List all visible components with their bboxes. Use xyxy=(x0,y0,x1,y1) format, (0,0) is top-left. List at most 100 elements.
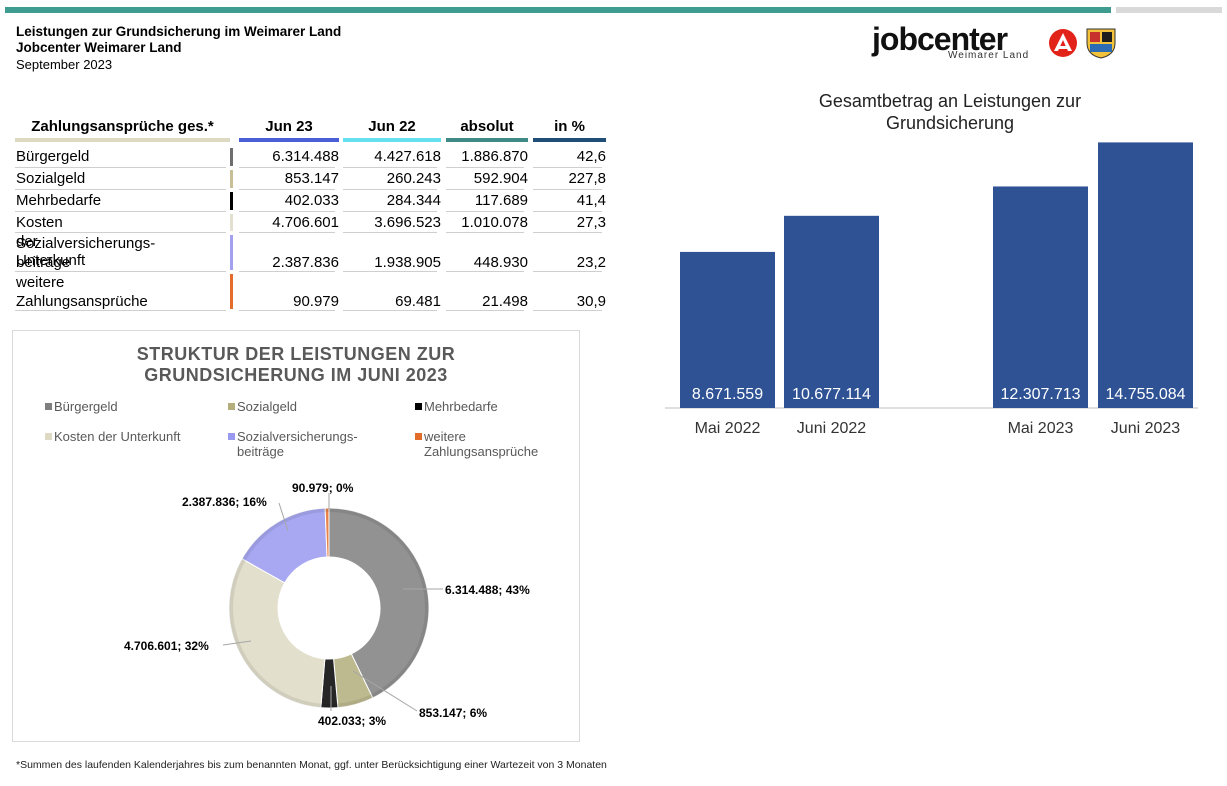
bar-value-label: 14.755.084 xyxy=(1105,386,1185,403)
row-divider xyxy=(343,211,437,212)
legend-label-line1: Sozialversicherungs- xyxy=(237,429,358,444)
table-row-label: Sozialversicherungs-beiträge xyxy=(16,234,155,272)
x-tick-label: Juni 2022 xyxy=(797,420,866,437)
row-divider xyxy=(533,167,602,168)
row-divider xyxy=(343,271,437,272)
bar-value-label: 10.677.114 xyxy=(792,386,871,403)
row-divider xyxy=(239,189,335,190)
table-cell-jun22: 1.938.905 xyxy=(374,254,441,271)
logo-wordmark: jobcenter xyxy=(872,21,1008,57)
row-color-marker xyxy=(230,192,233,210)
table-header-2: Jun 22 xyxy=(368,118,416,135)
table-cell-jun23: 402.033 xyxy=(284,192,339,209)
pie-data-label: 6.314.488; 43% xyxy=(445,583,530,597)
pie-leader-line xyxy=(352,670,418,712)
row-divider xyxy=(343,310,437,311)
footnote: *Summen des laufenden Kalenderjahres bis… xyxy=(16,759,607,771)
table-cell-pct: 27,3 xyxy=(576,214,606,231)
table-cell-absolut: 592.904 xyxy=(473,170,528,187)
row-label-line2: beiträge xyxy=(16,254,71,271)
row-divider xyxy=(446,211,524,212)
pie-leader-line xyxy=(278,502,289,532)
table-cell-pct: 227,8 xyxy=(568,170,606,187)
bar xyxy=(1098,142,1193,408)
row-color-marker xyxy=(230,214,233,231)
table-cell-jun23: 853.147 xyxy=(284,170,339,187)
legend-label-line1: Kosten der Unterkunft xyxy=(54,429,181,444)
row-label-line1: Sozialgeld xyxy=(16,170,86,187)
pie-leader-line xyxy=(222,640,252,646)
pie-title-line2: GRUNDSICHERUNG IM JUNI 2023 xyxy=(144,365,448,385)
pie-data-label: 2.387.836; 16% xyxy=(182,495,267,509)
table-cell-absolut: 1.886.870 xyxy=(461,148,528,165)
legend-label-line2: Zahlungsansprüche xyxy=(424,444,539,459)
table-header-0: Zahlungsansprüche ges.* xyxy=(31,118,214,135)
table-cell-absolut: 21.498 xyxy=(482,293,528,310)
row-divider xyxy=(343,232,437,233)
bar xyxy=(784,215,879,408)
table-cell-jun22: 284.344 xyxy=(386,192,441,209)
row-color-marker xyxy=(230,235,233,270)
legend-label-line1: weitere xyxy=(424,429,466,444)
table-row-label: weitere Zahlungsansprüche xyxy=(16,273,148,311)
bar xyxy=(680,251,775,408)
pie-data-label: 4.706.601; 32% xyxy=(124,639,209,653)
legend-swatch xyxy=(415,433,422,440)
x-tick-label: Juni 2023 xyxy=(1111,420,1180,437)
bar-chart-title: Gesamtbetrag an Leistungen zur Grundsich… xyxy=(760,90,1140,134)
row-divider xyxy=(15,211,226,212)
legend-entry: weitere Zahlungsansprüche xyxy=(424,429,538,459)
pie-data-label: 90.979; 0% xyxy=(292,481,354,495)
pie-slice xyxy=(328,507,430,699)
logo-subtitle: Weimarer Land xyxy=(948,50,1030,61)
row-divider xyxy=(343,189,437,190)
table-cell-absolut: 1.010.078 xyxy=(461,214,528,231)
table-header-underline xyxy=(239,138,339,142)
legend-entry: Bürgergeld xyxy=(54,399,118,414)
pie-slice xyxy=(228,558,326,709)
legend-swatch xyxy=(45,403,52,410)
row-color-marker xyxy=(230,170,233,188)
table-cell-pct: 23,2 xyxy=(576,254,606,271)
jobcenter-logo: jobcenter Weimarer Land xyxy=(872,20,1122,64)
row-divider xyxy=(343,167,437,168)
row-divider xyxy=(533,232,602,233)
row-label-line1: Kosten der Unterkunft xyxy=(16,214,86,269)
row-divider xyxy=(533,211,602,212)
table-cell-pct: 42,6 xyxy=(576,148,606,165)
x-tick-label: Mai 2022 xyxy=(695,420,761,437)
report-subtitle: Jobcenter Weimarer Land xyxy=(16,40,182,55)
row-divider xyxy=(446,167,524,168)
row-label-line1: weitere xyxy=(16,274,65,291)
row-divider xyxy=(15,189,226,190)
row-label-line1: Sozialversicherungs- xyxy=(16,235,156,252)
row-divider xyxy=(446,271,524,272)
table-cell-jun22: 69.481 xyxy=(395,293,441,310)
row-divider xyxy=(533,310,602,311)
pie-slice xyxy=(324,507,330,558)
report-date: September 2023 xyxy=(16,57,113,72)
table-cell-absolut: 448.930 xyxy=(473,254,528,271)
row-label-line2: Zahlungsansprüche xyxy=(16,293,148,310)
legend-label-line2: beiträge xyxy=(237,444,284,459)
report-title: Leistungen zur Grundsicherung im Weimare… xyxy=(16,24,342,39)
bar xyxy=(993,186,1088,408)
table-cell-jun23: 4.706.601 xyxy=(272,214,339,231)
table-header-1: Jun 23 xyxy=(265,118,313,135)
row-label-line1: Bürgergeld xyxy=(16,148,90,165)
row-divider xyxy=(446,189,524,190)
pie-outer-ring xyxy=(229,508,429,708)
legend-label-line1: Sozialgeld xyxy=(237,399,297,414)
bar-title-line2: Grundsicherung xyxy=(885,113,1015,133)
legend-label-line1: Bürgergeld xyxy=(54,399,118,414)
row-divider xyxy=(446,232,524,233)
legend-swatch xyxy=(228,403,235,410)
table-cell-jun22: 260.243 xyxy=(386,170,441,187)
table-cell-jun23: 90.979 xyxy=(293,293,339,310)
table-header-underline xyxy=(343,138,441,142)
row-divider xyxy=(239,310,335,311)
table-header-3: absolut xyxy=(460,118,514,135)
table-header-underline xyxy=(446,138,528,142)
legend-entry: Sozialgeld xyxy=(237,399,297,414)
pie-chart-panel: STRUKTUR DER LEISTUNGEN ZUR GRUNDSICHERU… xyxy=(12,330,580,742)
